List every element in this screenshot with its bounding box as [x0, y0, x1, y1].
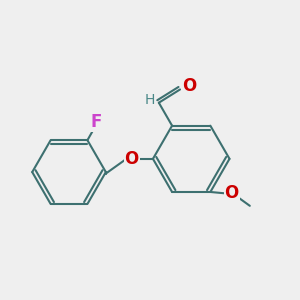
- Text: O: O: [182, 77, 196, 95]
- Text: F: F: [91, 113, 102, 131]
- Text: O: O: [224, 184, 239, 202]
- Text: O: O: [124, 150, 139, 168]
- Text: H: H: [144, 93, 154, 107]
